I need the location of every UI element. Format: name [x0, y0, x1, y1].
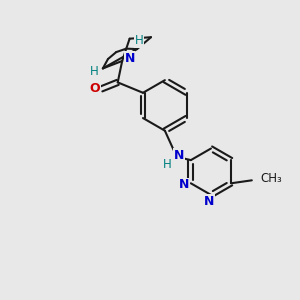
Text: O: O	[89, 82, 100, 95]
Text: H: H	[163, 158, 172, 171]
Text: N: N	[124, 52, 135, 65]
Text: N: N	[204, 195, 214, 208]
Text: H: H	[135, 34, 144, 47]
Text: CH₃: CH₃	[260, 172, 282, 185]
Text: H: H	[90, 65, 99, 79]
Text: N: N	[179, 178, 190, 191]
Text: N: N	[174, 149, 184, 162]
